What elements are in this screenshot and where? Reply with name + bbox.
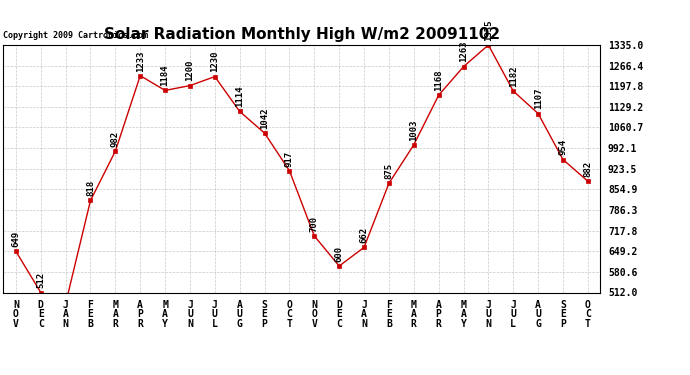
Text: 1114: 1114	[235, 86, 244, 107]
Text: 1042: 1042	[260, 108, 269, 129]
Text: 600: 600	[335, 246, 344, 262]
Text: 818: 818	[86, 180, 95, 196]
Text: 1230: 1230	[210, 51, 219, 72]
Text: 662: 662	[359, 227, 368, 243]
Text: 1182: 1182	[509, 65, 518, 87]
Text: 1335: 1335	[484, 20, 493, 41]
Text: 954: 954	[558, 139, 567, 155]
Text: 1200: 1200	[186, 60, 195, 81]
Text: 882: 882	[583, 161, 593, 177]
Text: 1233: 1233	[136, 50, 145, 72]
Text: 512: 512	[37, 272, 46, 288]
Text: 875: 875	[384, 163, 393, 179]
Text: 1003: 1003	[409, 119, 418, 141]
Text: 1168: 1168	[434, 69, 443, 91]
Title: Solar Radiation Monthly High W/m2 20091102: Solar Radiation Monthly High W/m2 200911…	[104, 27, 500, 42]
Text: 475: 475	[0, 374, 1, 375]
Text: 1263: 1263	[459, 41, 468, 63]
Text: 700: 700	[310, 216, 319, 232]
Text: 1107: 1107	[533, 88, 542, 109]
Text: 982: 982	[111, 131, 120, 147]
Text: 917: 917	[285, 150, 294, 166]
Text: 1184: 1184	[161, 65, 170, 86]
Text: Copyright 2009 Cartronics.com: Copyright 2009 Cartronics.com	[3, 31, 148, 40]
Text: 649: 649	[11, 231, 21, 247]
